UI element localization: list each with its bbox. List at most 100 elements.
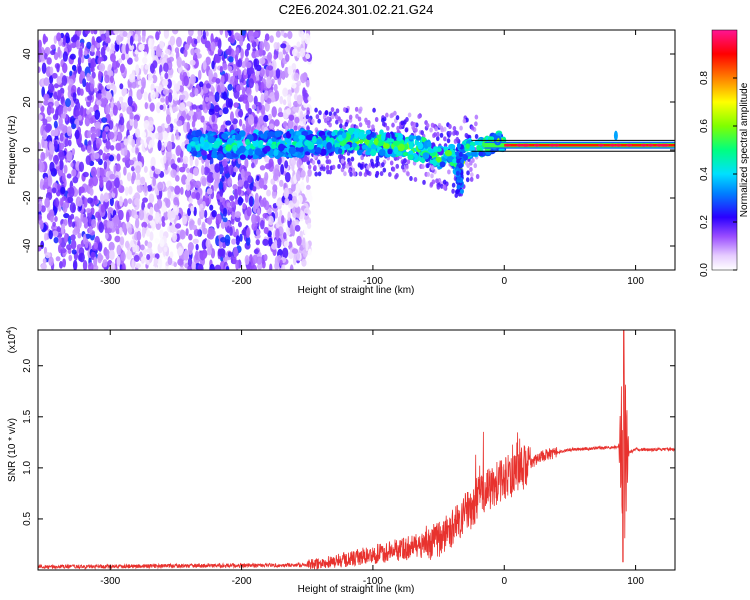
spectrogram-cell bbox=[269, 35, 274, 43]
spectrogram-cell bbox=[196, 35, 201, 44]
spectrogram-cell bbox=[455, 130, 459, 136]
spectrogram-cell bbox=[84, 139, 88, 146]
spectrogram-cell bbox=[193, 167, 199, 177]
spectrogram-cell bbox=[71, 64, 77, 71]
spectrogram-cell bbox=[102, 176, 109, 182]
spectrogram-cell bbox=[99, 98, 106, 108]
spectrogram-cell bbox=[211, 114, 216, 123]
spectrogram-cell bbox=[93, 30, 98, 35]
spectrogram-cell bbox=[91, 175, 99, 187]
spectrogram-cell bbox=[75, 109, 80, 117]
spectrogram-cell bbox=[227, 30, 231, 34]
spectrogram-cell bbox=[149, 169, 155, 178]
spectrogram-cell bbox=[253, 58, 258, 70]
spectrogram-cell bbox=[52, 221, 56, 227]
spectrogram-cell bbox=[231, 210, 236, 220]
spectrogram-cell bbox=[112, 104, 118, 116]
spectrogram-cell bbox=[256, 228, 260, 237]
spectrogram-cell bbox=[40, 240, 45, 250]
spectrogram-cell bbox=[430, 122, 435, 128]
spectrogram-cell bbox=[53, 52, 59, 61]
snr-x-ticks: -300 -200 -100 0 100 bbox=[100, 330, 644, 587]
spectrogram-cell bbox=[62, 51, 68, 62]
spectrogram-cell bbox=[119, 227, 123, 236]
spectrogram-cell bbox=[245, 61, 252, 69]
spectrogram-cell bbox=[44, 123, 51, 133]
spectrogram-cell bbox=[371, 163, 376, 169]
spectrogram-cell bbox=[225, 144, 232, 152]
spectrogram-cell bbox=[241, 61, 247, 69]
spectrogram-cell bbox=[237, 196, 243, 206]
spectrogram-cell bbox=[370, 144, 377, 150]
spectrogram-cell bbox=[62, 172, 66, 183]
spectrogram-cell bbox=[266, 97, 272, 105]
spectrogram-cell bbox=[304, 151, 311, 156]
spectrogram-y-tick-label: -20 bbox=[22, 190, 33, 205]
spectrogram-cell bbox=[273, 83, 278, 92]
spectrogram-cell bbox=[118, 96, 124, 102]
spectrogram-cell bbox=[58, 159, 64, 171]
spectrogram-cell bbox=[60, 113, 67, 119]
spectrogram-cell bbox=[400, 120, 405, 126]
spectrogram-cell bbox=[181, 60, 186, 67]
spectrogram-cell bbox=[262, 184, 268, 190]
spectrogram-cell bbox=[348, 160, 352, 166]
spectrogram-cell bbox=[166, 107, 170, 117]
spectrogram-cell bbox=[182, 155, 189, 165]
spectrogram-cell bbox=[293, 72, 300, 82]
spectrogram-cell bbox=[305, 174, 310, 184]
spectrogram-cell bbox=[129, 35, 134, 46]
spectrogram-cell bbox=[308, 148, 316, 154]
spectrogram-cell bbox=[62, 105, 68, 115]
spectrogram-cell bbox=[455, 136, 460, 142]
spectrogram-cell bbox=[307, 168, 312, 177]
spectrogram-cell bbox=[294, 219, 300, 226]
spectrogram-cell bbox=[278, 143, 285, 152]
spectrogram-cell bbox=[70, 213, 75, 220]
spectrogram-cell bbox=[239, 154, 246, 160]
spectrogram-cell bbox=[94, 121, 101, 129]
spectrogram-cell bbox=[331, 131, 336, 137]
spectrogram-cell bbox=[159, 104, 164, 111]
spectrogram-cell bbox=[263, 145, 271, 152]
spectrogram-cell bbox=[276, 200, 282, 207]
spectrogram-cell bbox=[184, 43, 189, 51]
spectrogram-cell bbox=[327, 159, 332, 165]
spectrogram-cell bbox=[186, 121, 191, 133]
spectrogram-cell bbox=[59, 260, 63, 269]
spectrogram-cell bbox=[145, 174, 151, 181]
spectrogram-cell bbox=[264, 101, 270, 112]
spectrogram-cell bbox=[209, 163, 216, 173]
spectrogram-cell bbox=[177, 258, 184, 266]
spectrogram-cell bbox=[83, 50, 88, 56]
spectrogram-cell bbox=[150, 89, 156, 101]
spectrogram-cell bbox=[125, 211, 130, 223]
spectrogram-cell bbox=[304, 33, 311, 45]
spectrogram-cell bbox=[276, 42, 280, 49]
spectrogram-cell bbox=[226, 202, 231, 208]
spectrogram-cell bbox=[102, 259, 108, 268]
spectrogram-cell bbox=[40, 205, 46, 213]
spectrogram-cell bbox=[191, 104, 197, 110]
spectrogram-cell bbox=[430, 165, 435, 171]
spectrogram-cell bbox=[162, 130, 168, 141]
spectrogram-cell bbox=[378, 148, 386, 156]
spectrogram-cell bbox=[291, 182, 296, 192]
spectrogram-cell bbox=[116, 153, 121, 162]
spectrogram-cell bbox=[183, 75, 189, 87]
spectrogram-cell bbox=[121, 263, 126, 270]
spectrogram-cell bbox=[194, 180, 202, 189]
figure-title: C2E6.2024.301.02.21.G24 bbox=[279, 2, 434, 17]
snr-x-tick-label: 100 bbox=[627, 576, 644, 587]
spectrogram-cell bbox=[98, 221, 104, 233]
spectrogram-cell bbox=[224, 238, 231, 247]
spectrogram-cell bbox=[212, 143, 220, 148]
spectrogram-cell bbox=[246, 43, 251, 51]
spectrogram-cell bbox=[135, 263, 141, 269]
spectrogram-cell bbox=[224, 72, 229, 83]
spectrogram-cell bbox=[43, 176, 49, 188]
spectrogram-cell bbox=[282, 99, 287, 106]
spectrogram-cell bbox=[186, 172, 194, 181]
spectrogram-cell bbox=[109, 75, 114, 84]
spectrogram-cell bbox=[131, 81, 137, 89]
